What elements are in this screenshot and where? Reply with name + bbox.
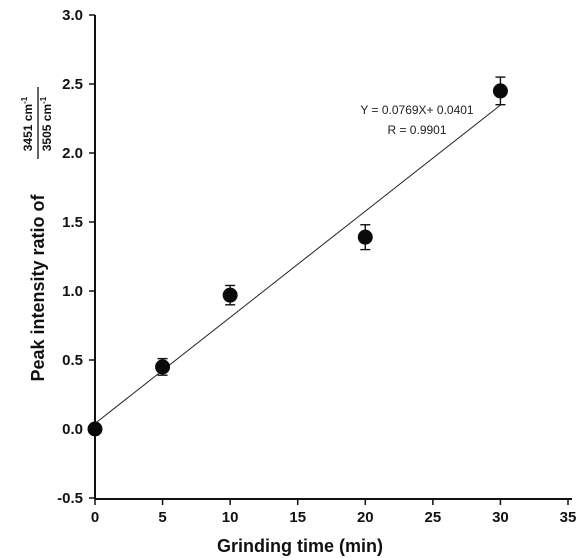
data-point [492, 83, 508, 99]
x-tick-label: 25 [425, 509, 442, 526]
y-tick-label: 2.5 [62, 76, 83, 93]
y-axis-title: Peak intensity ratio of 3451 cm-1 3505 c… [20, 87, 54, 382]
x-tick-label: 35 [560, 509, 577, 526]
annotations: Y = 0.0769X+ 0.0401 R = 0.9901 [360, 103, 474, 137]
y-tick-label: 0.0 [62, 421, 83, 438]
ticks: 0 5 10 15 20 25 30 35 -0.5 0.0 0.5 1.0 1.5 2.0 2.5 3.0 [57, 7, 576, 526]
data-point [155, 359, 171, 375]
y-tick-label: -0.5 [57, 490, 83, 507]
y-tick-label: 0.5 [62, 352, 83, 369]
fit-line [94, 104, 501, 424]
y-axis-title-prefix: Peak intensity ratio of [28, 193, 48, 381]
x-tick-label: 20 [357, 509, 374, 526]
x-tick-label: 0 [91, 509, 99, 526]
data-points [87, 76, 508, 437]
y-axis-title-denominator: 3505 cm-1 [39, 96, 54, 151]
data-point [87, 421, 103, 437]
data-point [357, 229, 373, 245]
axes [94, 15, 572, 500]
fit-r-value: R = 0.9901 [387, 123, 446, 137]
y-tick-label: 3.0 [62, 7, 83, 24]
fit-line-group [94, 104, 501, 424]
x-tick-label: 15 [289, 509, 306, 526]
data-point [222, 287, 238, 303]
x-tick-label: 30 [492, 509, 509, 526]
fit-equation: Y = 0.0769X+ 0.0401 [360, 103, 474, 117]
y-axis-title-numerator: 3451 cm-1 [20, 96, 35, 151]
x-tick-label: 10 [222, 509, 239, 526]
y-tick-label: 1.0 [62, 283, 83, 300]
y-tick-label: 2.0 [62, 145, 83, 162]
y-tick-label: 1.5 [62, 214, 83, 231]
x-tick-label: 5 [158, 509, 166, 526]
x-axis-title: Grinding time (min) [217, 536, 383, 556]
